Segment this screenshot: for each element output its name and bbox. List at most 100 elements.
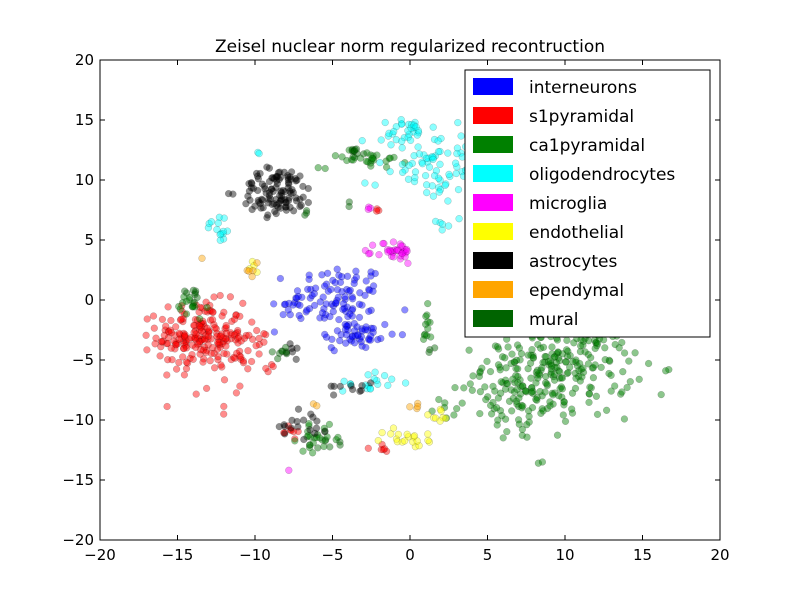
data-point — [277, 187, 285, 195]
data-point — [222, 324, 230, 332]
data-point — [253, 259, 261, 267]
data-point — [227, 331, 235, 339]
data-point — [534, 374, 542, 382]
legend-label: endothelial — [529, 223, 624, 243]
data-point — [218, 312, 226, 320]
data-point — [553, 431, 562, 439]
data-point — [430, 414, 438, 422]
data-point — [516, 356, 524, 364]
data-point — [549, 391, 557, 399]
data-point — [280, 421, 288, 429]
data-point — [539, 343, 548, 351]
data-point — [182, 310, 191, 318]
data-point — [366, 249, 374, 257]
data-point — [253, 172, 262, 180]
data-point — [344, 312, 352, 321]
data-point — [346, 286, 354, 294]
data-point — [286, 187, 294, 195]
data-point — [316, 298, 324, 306]
data-point — [366, 336, 375, 344]
data-point — [421, 320, 430, 328]
data-point — [308, 291, 316, 300]
data-point — [554, 348, 562, 356]
data-point — [403, 247, 411, 255]
data-point — [247, 179, 256, 187]
data-point — [172, 340, 180, 349]
data-point — [270, 300, 278, 308]
data-point — [157, 343, 165, 351]
data-point — [310, 434, 319, 442]
data-point — [502, 364, 510, 372]
data-point — [422, 312, 430, 321]
data-point — [575, 366, 583, 375]
data-point — [392, 435, 401, 443]
data-point — [536, 344, 545, 352]
data-point — [287, 168, 296, 176]
data-point — [503, 379, 511, 388]
data-point — [404, 133, 412, 141]
data-point — [322, 280, 331, 288]
data-point — [275, 349, 284, 357]
legend-swatch — [473, 136, 513, 153]
data-point — [215, 335, 223, 343]
data-point — [313, 431, 322, 439]
data-point — [402, 249, 410, 257]
data-point — [422, 181, 431, 189]
data-point — [284, 176, 292, 184]
data-point — [367, 379, 375, 387]
data-point — [427, 154, 436, 162]
data-point — [282, 203, 290, 211]
legend-label: s1pyramidal — [529, 107, 634, 127]
data-point — [193, 340, 202, 348]
data-point — [512, 397, 521, 405]
data-point — [180, 344, 188, 353]
data-point — [182, 297, 191, 305]
data-point — [314, 164, 322, 172]
data-point — [330, 347, 338, 355]
data-point — [436, 160, 444, 168]
data-point — [436, 219, 444, 227]
data-point — [625, 357, 633, 365]
data-point — [538, 392, 546, 400]
data-point — [255, 198, 263, 206]
data-point — [189, 302, 197, 310]
data-point — [414, 127, 423, 135]
data-point — [202, 384, 211, 393]
data-point — [393, 245, 401, 254]
data-point — [533, 393, 541, 402]
data-point — [338, 288, 346, 296]
series-microglia — [285, 203, 412, 474]
data-point — [318, 309, 327, 317]
data-point — [245, 267, 253, 275]
data-point — [611, 382, 619, 390]
data-point — [220, 308, 228, 316]
data-point — [270, 328, 279, 336]
data-point — [183, 289, 191, 297]
data-point — [207, 307, 215, 315]
data-point — [254, 175, 263, 183]
data-point — [220, 349, 228, 358]
data-point — [252, 169, 261, 178]
data-point — [203, 308, 212, 316]
data-point — [454, 185, 463, 194]
data-point — [330, 382, 338, 390]
data-point — [274, 355, 282, 363]
data-point — [453, 149, 461, 158]
data-point — [199, 358, 207, 366]
data-point — [182, 364, 191, 373]
data-point — [264, 195, 273, 203]
data-point — [171, 345, 179, 353]
data-point — [293, 294, 301, 302]
data-point — [351, 332, 360, 340]
data-point — [264, 211, 272, 219]
data-point — [439, 414, 447, 422]
data-point — [369, 282, 378, 290]
data-point — [204, 341, 212, 349]
data-point — [321, 330, 329, 339]
data-point — [214, 353, 222, 361]
data-point — [203, 303, 211, 312]
data-point — [198, 327, 206, 335]
data-point — [618, 388, 626, 396]
data-point — [371, 368, 379, 376]
data-point — [357, 338, 365, 346]
